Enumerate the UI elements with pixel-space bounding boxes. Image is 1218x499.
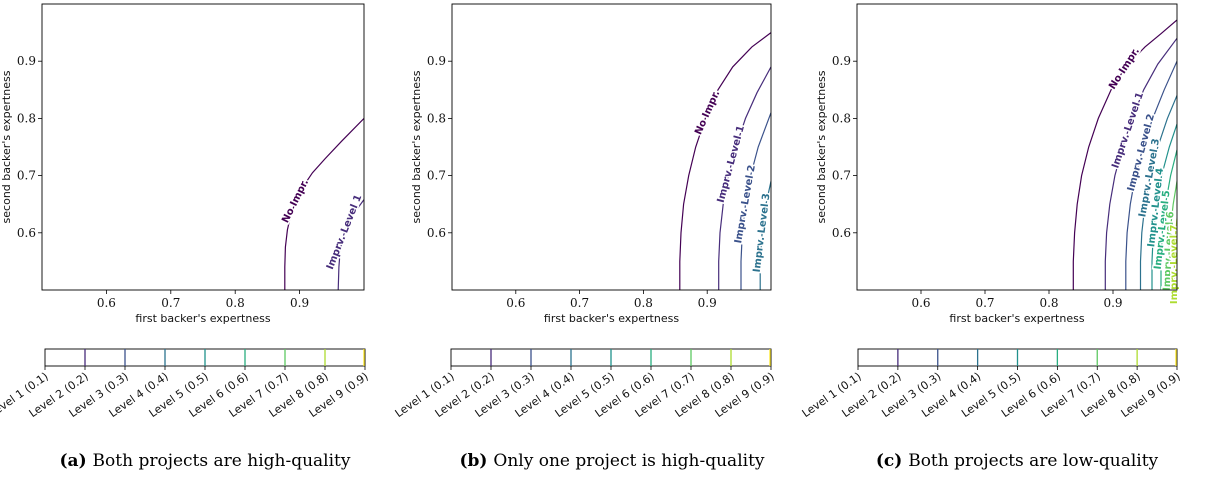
contour-line bbox=[1139, 95, 1177, 290]
contour-label: Imprv. Level 2 bbox=[733, 164, 758, 244]
contour-group bbox=[679, 32, 771, 290]
x-tick-label: 0.6 bbox=[97, 296, 116, 310]
contour-line bbox=[1104, 37, 1177, 290]
x-tick-label: 0.8 bbox=[226, 296, 245, 310]
plot-frame bbox=[856, 3, 1178, 291]
x-tick-label: 0.7 bbox=[570, 296, 589, 310]
x-tick-label: 0.8 bbox=[634, 296, 653, 310]
subfigure-caption: (a) Both projects are high-quality bbox=[60, 451, 351, 471]
caption-letter: (a) bbox=[60, 451, 93, 471]
y-tick-label: 0.6 bbox=[832, 226, 851, 240]
x-tick-label: 0.9 bbox=[290, 296, 309, 310]
x-tick-label: 0.9 bbox=[698, 296, 717, 310]
plot-frame bbox=[451, 3, 772, 291]
contour-line bbox=[759, 181, 771, 290]
x-tick-label: 0.6 bbox=[911, 296, 930, 310]
contour-line bbox=[718, 66, 771, 290]
caption-body: Both projects are low-quality bbox=[908, 451, 1158, 471]
contour-label: No Impr. bbox=[693, 89, 722, 137]
contour-line bbox=[1173, 218, 1177, 290]
y-tick-label: 0.8 bbox=[832, 111, 851, 125]
caption-body: Both projects are high-quality bbox=[93, 451, 351, 471]
contour-line bbox=[337, 199, 364, 290]
y-tick-label: 0.8 bbox=[427, 111, 446, 125]
x-tick-label: 0.6 bbox=[506, 296, 525, 310]
x-tick-label: 0.7 bbox=[975, 296, 994, 310]
plot-frame bbox=[41, 3, 365, 291]
y-tick-label: 0.7 bbox=[17, 169, 36, 183]
subfigure-caption: (b) Only one project is high-quality bbox=[459, 451, 764, 471]
y-axis-label: second backer's expertness bbox=[815, 70, 828, 223]
colorbar: Level 1 (0.1)Level 2 (0.2)Level 3 (0.3)L… bbox=[800, 348, 1183, 420]
contour-line bbox=[1168, 181, 1177, 290]
contour-line bbox=[1151, 123, 1177, 290]
contour-label: Imprv. Level 6 bbox=[1162, 211, 1177, 291]
contour-group bbox=[1072, 19, 1177, 290]
y-tick-label: 0.7 bbox=[832, 169, 851, 183]
y-tick-label: 0.7 bbox=[427, 169, 446, 183]
contour-line bbox=[1072, 19, 1177, 290]
colorbar: Level 1 (0.1)Level 2 (0.2)Level 3 (0.3)L… bbox=[0, 348, 371, 420]
contour-label: Imprv. Level 3 bbox=[752, 193, 773, 273]
chart-panel-2: 0.6 0.7 0.8 0.9 0.6 0.7 0.8 0.9 first backer's e… bbox=[393, 3, 777, 471]
x-axis-label: first backer's expertness bbox=[949, 312, 1084, 325]
caption-letter: (b) bbox=[459, 451, 493, 471]
colorbar: Level 1 (0.1)Level 2 (0.2)Level 3 (0.3)L… bbox=[393, 348, 777, 420]
y-tick-label: 0.9 bbox=[427, 54, 446, 68]
x-tick-label: 0.7 bbox=[161, 296, 180, 310]
subfigure-caption: (c) Both projects are low-quality bbox=[876, 451, 1159, 471]
y-tick-label: 0.9 bbox=[832, 54, 851, 68]
y-axis-label: second backer's expertness bbox=[410, 70, 423, 223]
x-axis-label: first backer's expertness bbox=[135, 312, 270, 325]
x-tick-label: 0.8 bbox=[1039, 296, 1058, 310]
x-axis-label: first backer's expertness bbox=[544, 312, 679, 325]
caption-letter: (c) bbox=[876, 451, 908, 471]
contour-line bbox=[284, 117, 364, 290]
chart-panel-3: 0.6 0.7 0.8 0.9 0.6 0.7 0.8 0.9 first backer's e… bbox=[800, 3, 1183, 471]
caption-body: Only one project is high-quality bbox=[493, 451, 765, 471]
y-tick-label: 0.9 bbox=[17, 54, 36, 68]
chart-panel-1: 0.6 0.7 0.8 0.9 0.6 0.7 0.8 0.9 first backer's e… bbox=[0, 3, 371, 471]
contour-line bbox=[740, 112, 771, 290]
y-tick-label: 0.6 bbox=[427, 226, 446, 240]
y-axis-label: second backer's expertness bbox=[0, 70, 13, 223]
y-tick-label: 0.8 bbox=[17, 111, 36, 125]
contour-label: Imprv. Level 1 bbox=[325, 193, 364, 271]
x-tick-label: 0.9 bbox=[1103, 296, 1122, 310]
y-tick-label: 0.6 bbox=[17, 226, 36, 240]
contour-label: No Impr. bbox=[280, 178, 311, 225]
contour-line bbox=[1125, 60, 1177, 290]
contour-group bbox=[284, 117, 364, 290]
contour-line bbox=[679, 32, 771, 290]
contour-label: Imprv. Level 7 bbox=[1169, 224, 1180, 304]
contour-line bbox=[1160, 149, 1177, 290]
contour-label: No Impr. bbox=[1107, 46, 1142, 92]
